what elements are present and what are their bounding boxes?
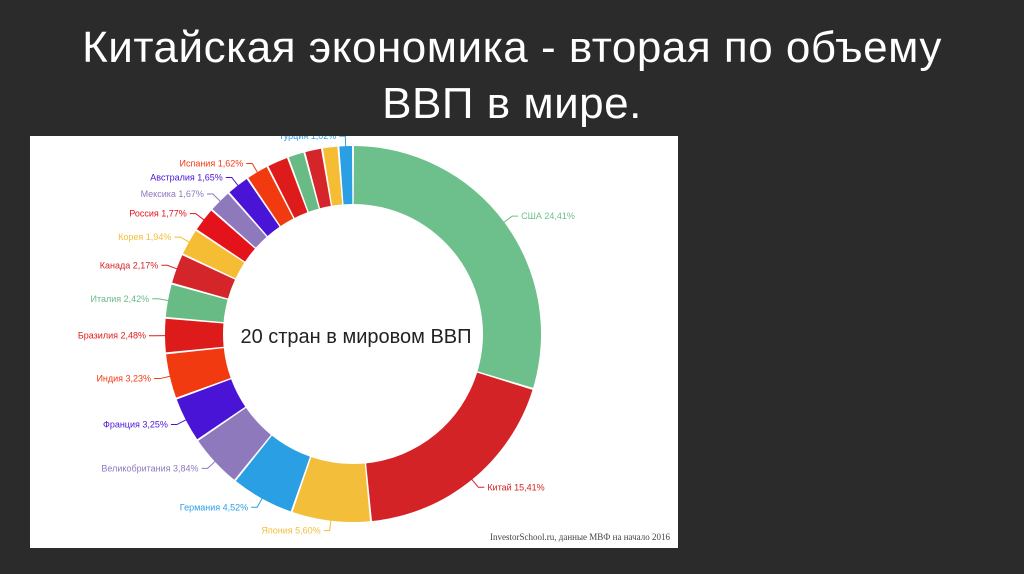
slices-layer: [165, 146, 541, 522]
slice-label-2: Китай 15,41%: [487, 482, 544, 492]
chart-source-note: InvestorSchool.ru, данные МВФ на начало …: [490, 532, 670, 542]
pie-slice-11: [183, 230, 245, 279]
leader-line-11: [174, 236, 192, 244]
pie-slice-14: [229, 178, 280, 236]
leader-line-1: [502, 215, 519, 224]
pie-slice-5: [198, 407, 271, 480]
donut-chart: США 24,41% Китай 15,41% Япония 5,60% Герман…: [78, 136, 670, 542]
leader-line-10: [161, 264, 179, 270]
slice-label-3: Япония 5,60%: [261, 526, 320, 536]
leader-line-5: [201, 459, 217, 469]
slide-title-line-2: ВВП в мире.: [382, 79, 642, 128]
pie-slice-17: [288, 152, 319, 212]
leader-line-20: [339, 136, 347, 149]
chart-card: США 24,41% Китай 15,41% Япония 5,60% Герман…: [30, 136, 678, 548]
pie-slice-20: [339, 146, 353, 205]
leader-line-12: [189, 213, 206, 222]
slide-title-line-1: Китайская экономика - вторая по объему: [82, 23, 942, 72]
pie-slice-19: [322, 146, 343, 206]
leader-line-13: [206, 193, 222, 203]
leader-line-6: [170, 418, 188, 426]
leader-line-14: [225, 176, 240, 188]
pie-slice-16: [268, 157, 308, 218]
leader-line-7: [154, 375, 172, 380]
leader-line-3: [323, 518, 332, 532]
slice-label-4: Германия 4,52%: [180, 502, 248, 512]
leader-line-4: [251, 496, 264, 508]
leader-line-2: [470, 477, 485, 488]
slice-label-20: Турция 1,02%: [279, 136, 336, 141]
slice-label-10: Канада 2,17%: [100, 260, 159, 270]
pie-slice-7: [166, 348, 231, 398]
pie-slice-8: [165, 318, 224, 353]
slice-label-9: Италия 2,42%: [90, 294, 149, 304]
labels-layer: США 24,41% Китай 15,41% Япония 5,60% Герман…: [78, 136, 575, 536]
chart-center-label: 20 стран в мировом ВВП: [240, 326, 471, 348]
slice-label-14: Австралия 1,65%: [150, 172, 223, 182]
pie-slice-1: [353, 146, 541, 388]
pie-slice-10: [172, 255, 235, 299]
slice-label-6: Франция 3,25%: [103, 420, 168, 430]
pie-slice-18: [305, 148, 331, 209]
pie-slice-4: [235, 435, 310, 512]
slice-label-1: США 24,41%: [521, 211, 575, 221]
pie-slice-3: [292, 457, 371, 522]
leader-line-9: [152, 298, 171, 302]
slice-label-5: Великобритания 3,84%: [101, 463, 198, 473]
slide-title: Китайская экономика - вторая по объему В…: [0, 20, 1024, 132]
pie-slice-15: [248, 166, 294, 227]
leader-line-15: [246, 163, 259, 175]
slice-label-8: Бразилия 2,48%: [78, 331, 146, 341]
pie-slice-9: [165, 284, 228, 323]
slice-label-15: Испания 1,62%: [179, 159, 243, 169]
slice-label-7: Индия 3,23%: [96, 374, 151, 384]
slice-label-11: Корея 1,94%: [118, 232, 171, 242]
slice-label-13: Мексика 1,67%: [141, 189, 204, 199]
pie-slice-12: [196, 210, 255, 262]
pie-slice-13: [212, 193, 267, 248]
pie-slice-2: [366, 372, 533, 522]
slice-label-12: Россия 1,77%: [129, 209, 187, 219]
pie-slice-6: [176, 379, 246, 440]
